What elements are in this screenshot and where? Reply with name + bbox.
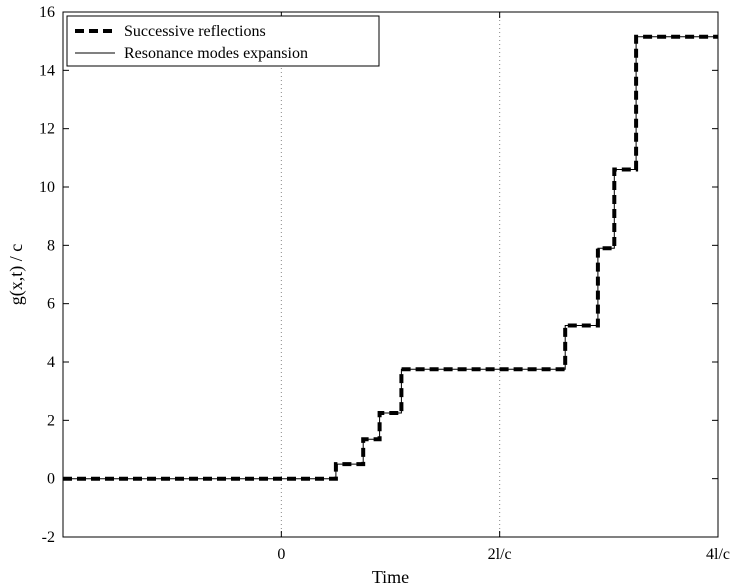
series-layer	[63, 34, 718, 481]
ticks: -2 0 2 4 6 8 10 12 14 16 0 2l/c 4l/c	[39, 4, 730, 563]
y-tick-label: 0	[47, 471, 55, 488]
series-line-successive-reflections	[63, 34, 718, 481]
y-tick-label: 6	[47, 296, 55, 313]
y-tick-label: 10	[39, 179, 55, 196]
y-axis-label: g(x,t) / c	[6, 244, 27, 305]
y-tick-label: 2	[47, 412, 55, 429]
y-tick-label: -2	[42, 529, 55, 546]
legend-box	[66, 15, 380, 67]
y-tick-label: 12	[39, 121, 55, 138]
x-tick-label: 0	[277, 546, 285, 563]
x-tick-label: 4l/c	[706, 546, 730, 563]
legend-label-successive-reflections: Successive reflections	[124, 23, 266, 40]
x-tick-label: 2l/c	[488, 546, 512, 563]
y-tick-label: 16	[39, 4, 55, 21]
y-tick-label: 8	[47, 237, 55, 254]
plot-frame	[62, 11, 719, 538]
x-axis-label: Time	[372, 567, 409, 587]
legend-label-resonance-modes-expansion: Resonance modes expansion	[124, 45, 308, 62]
y-tick-label: 14	[39, 62, 55, 79]
legend: Successive reflections Resonance modes e…	[66, 15, 380, 67]
y-tick-label: 4	[47, 354, 55, 371]
